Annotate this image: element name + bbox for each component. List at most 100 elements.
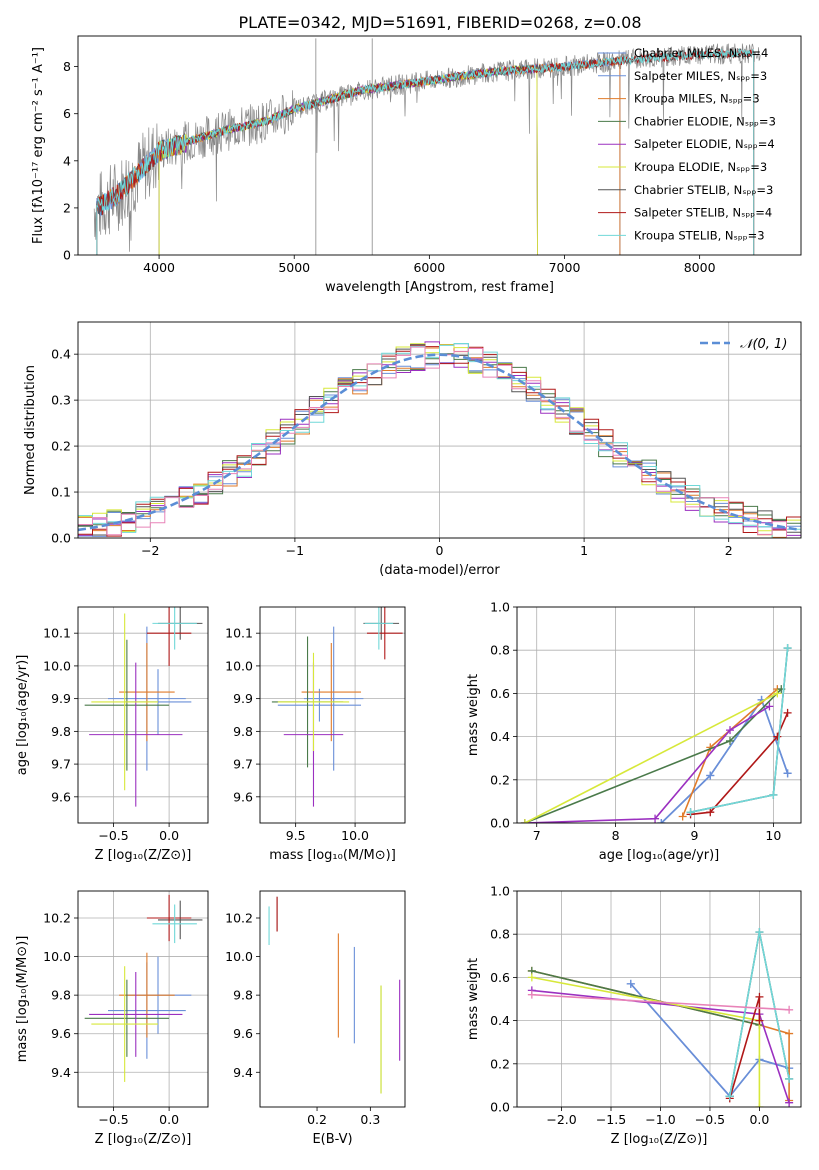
y-tick-label: 0.6 [490, 686, 510, 701]
y-tick-label: 0.4 [490, 1013, 510, 1028]
y-tick-label: 10.1 [225, 626, 253, 641]
y-tick-label: 6 [63, 106, 71, 121]
y-tick-label: 10.0 [43, 658, 71, 673]
y-tick-label: 9.9 [51, 691, 71, 706]
y-tick-label: 9.8 [51, 988, 71, 1003]
model-fit-line [96, 48, 755, 255]
legend-label: Chabrier MILES, Nₛₚₚ=4 [634, 46, 768, 60]
axes-frame [259, 606, 406, 824]
y-tick-label: 0.6 [490, 970, 510, 985]
y-tick-label: 9.6 [233, 1026, 253, 1041]
y-tick-label: 0.8 [490, 643, 510, 658]
y-tick-label: 0.2 [51, 439, 71, 454]
weight-point-marker [678, 812, 687, 821]
weight-series-line [524, 705, 770, 823]
y-axis-label: Normed distribution [23, 365, 38, 495]
x-axis-label: E(B-V) [312, 1132, 352, 1147]
y-tick-label: 8 [63, 59, 71, 74]
axes-frame [259, 890, 406, 1108]
y-axis-label: age [log₁₀(age/yr)] [15, 655, 30, 776]
y-tick-label: 9.4 [233, 1065, 253, 1080]
weight-point-marker [626, 979, 635, 988]
y-tick-label: 0 [63, 248, 71, 263]
model-fit-line [96, 47, 755, 255]
x-axis-label: age [log₁₀(age/yr)] [599, 848, 720, 863]
x-tick-label: 0.0 [159, 828, 179, 843]
axes-frame [77, 890, 209, 1108]
weight-series-line [690, 712, 789, 816]
axes-frame [77, 35, 802, 256]
weight-point-marker [783, 769, 792, 778]
x-axis-label: Z [log₁₀(Z/Z⊙)] [611, 1132, 708, 1147]
y-tick-label: 0.4 [51, 347, 71, 362]
weight-series-line [524, 692, 778, 823]
weight-series-line [630, 983, 790, 1098]
normal-curve [78, 353, 801, 532]
y-tick-label: 10.0 [43, 949, 71, 964]
weight-point-marker [783, 708, 792, 717]
y-tick-label: 0.0 [51, 531, 71, 546]
x-tick-label: 10 [765, 828, 781, 843]
y-tick-label: 9.6 [233, 789, 253, 804]
y-tick-label: 9.6 [51, 1026, 71, 1041]
panel-mass-vs-ebv: 0.2 0.3 9.4 9.6 9.8 10.0 10.2 E(B-V) [225, 890, 406, 1147]
x-tick-label: −1.5 [596, 1112, 626, 1127]
x-axis-label: Z [log₁₀(Z/Z⊙)] [95, 1132, 192, 1147]
weight-point-marker [755, 1103, 764, 1107]
plot-area [520, 644, 792, 823]
y-axis-label: Flux [fλ10⁻¹⁷ erg cm⁻² s⁻¹ A⁻¹] [31, 47, 46, 244]
y-axis-label: mass [log₁₀(M/M⊙)] [15, 936, 30, 1063]
weight-point-marker [726, 726, 734, 735]
y-tick-label: 4 [63, 153, 71, 168]
y-tick-label: 9.8 [51, 724, 71, 739]
x-tick-label: 7 [533, 828, 541, 843]
legend-label: Salpeter ELODIE, Nₛₚₚ=4 [634, 137, 775, 151]
y-tick-label: 1.0 [490, 884, 510, 899]
x-tick-label: 8 [612, 828, 620, 843]
weight-point-marker [755, 928, 764, 937]
y-tick-label: 9.6 [51, 789, 71, 804]
panel-spectrum: 4000 5000 6000 7000 8000 0 2 4 6 8 wavelength [Ang… [31, 35, 802, 295]
y-tick-label: 10.1 [43, 626, 71, 641]
weight-point-marker [686, 808, 695, 817]
weight-point-marker [527, 990, 536, 999]
weight-point-marker [785, 1074, 794, 1083]
x-tick-label: 6000 [413, 260, 445, 275]
weight-point-marker [783, 644, 792, 653]
y-axis-label: mass weight [466, 674, 481, 756]
x-tick-label: 0.2 [307, 1112, 327, 1127]
panel-age-vs-metallicity: −0.5 0.0 9.6 9.7 9.8 9.9 10.0 10.1 Z [log₁₀(Z/Z⊙… [15, 606, 209, 863]
y-axis-label: mass weight [466, 958, 481, 1040]
x-tick-label: 5000 [278, 260, 310, 275]
panel-age-vs-mass: 9.5 10.0 9.6 9.7 9.8 9.9 10.0 10.1 mass [log₁₀(M… [225, 606, 406, 863]
axes-frame [77, 606, 209, 824]
weight-point-marker [706, 808, 715, 817]
legend-label: Chabrier STELIB, Nₛₚₚ=3 [634, 183, 773, 197]
x-axis-label: (data-model)/error [379, 563, 500, 578]
x-tick-label: 9.5 [286, 828, 306, 843]
x-tick-label: −0.5 [98, 1112, 128, 1127]
weight-point-marker [773, 732, 782, 741]
y-tick-label: 9.7 [233, 757, 253, 772]
x-axis-label: wavelength [Angstrom, rest frame] [325, 280, 554, 295]
legend-label: Salpeter MILES, Nₛₚₚ=3 [634, 69, 767, 83]
panel-massweight-vs-age: 7 8 9 10 0.0 0.2 0.4 0.6 0.8 1.0 age [log₁₀(age/yr… [466, 600, 802, 863]
y-tick-label: 9.8 [233, 724, 253, 739]
y-tick-label: 0.2 [490, 772, 510, 787]
plot-area [271, 607, 403, 807]
plot-area [527, 928, 794, 1107]
y-tick-label: 0.0 [490, 816, 510, 831]
x-axis-label: Z [log₁₀(Z/Z⊙)] [95, 848, 192, 863]
legend-label: 𝒩(0, 1) [740, 337, 787, 352]
weight-point-marker [651, 814, 660, 823]
x-tick-label: −2.0 [546, 1112, 576, 1127]
legend-label: Kroupa STELIB, Nₛₚₚ=3 [634, 228, 765, 242]
figure-title: PLATE=0342, MJD=51691, FIBERID=0268, z=0… [238, 13, 641, 32]
x-tick-label: −1.0 [645, 1112, 675, 1127]
x-tick-label: −1 [286, 543, 304, 558]
plot-area [268, 896, 401, 1094]
y-tick-label: 2 [63, 200, 71, 215]
panel-residual-histogram: −2 −1 0 1 2 0.0 0.1 0.2 0.3 0.4 (data-model)/error… [23, 321, 802, 578]
plot-area [93, 38, 761, 255]
